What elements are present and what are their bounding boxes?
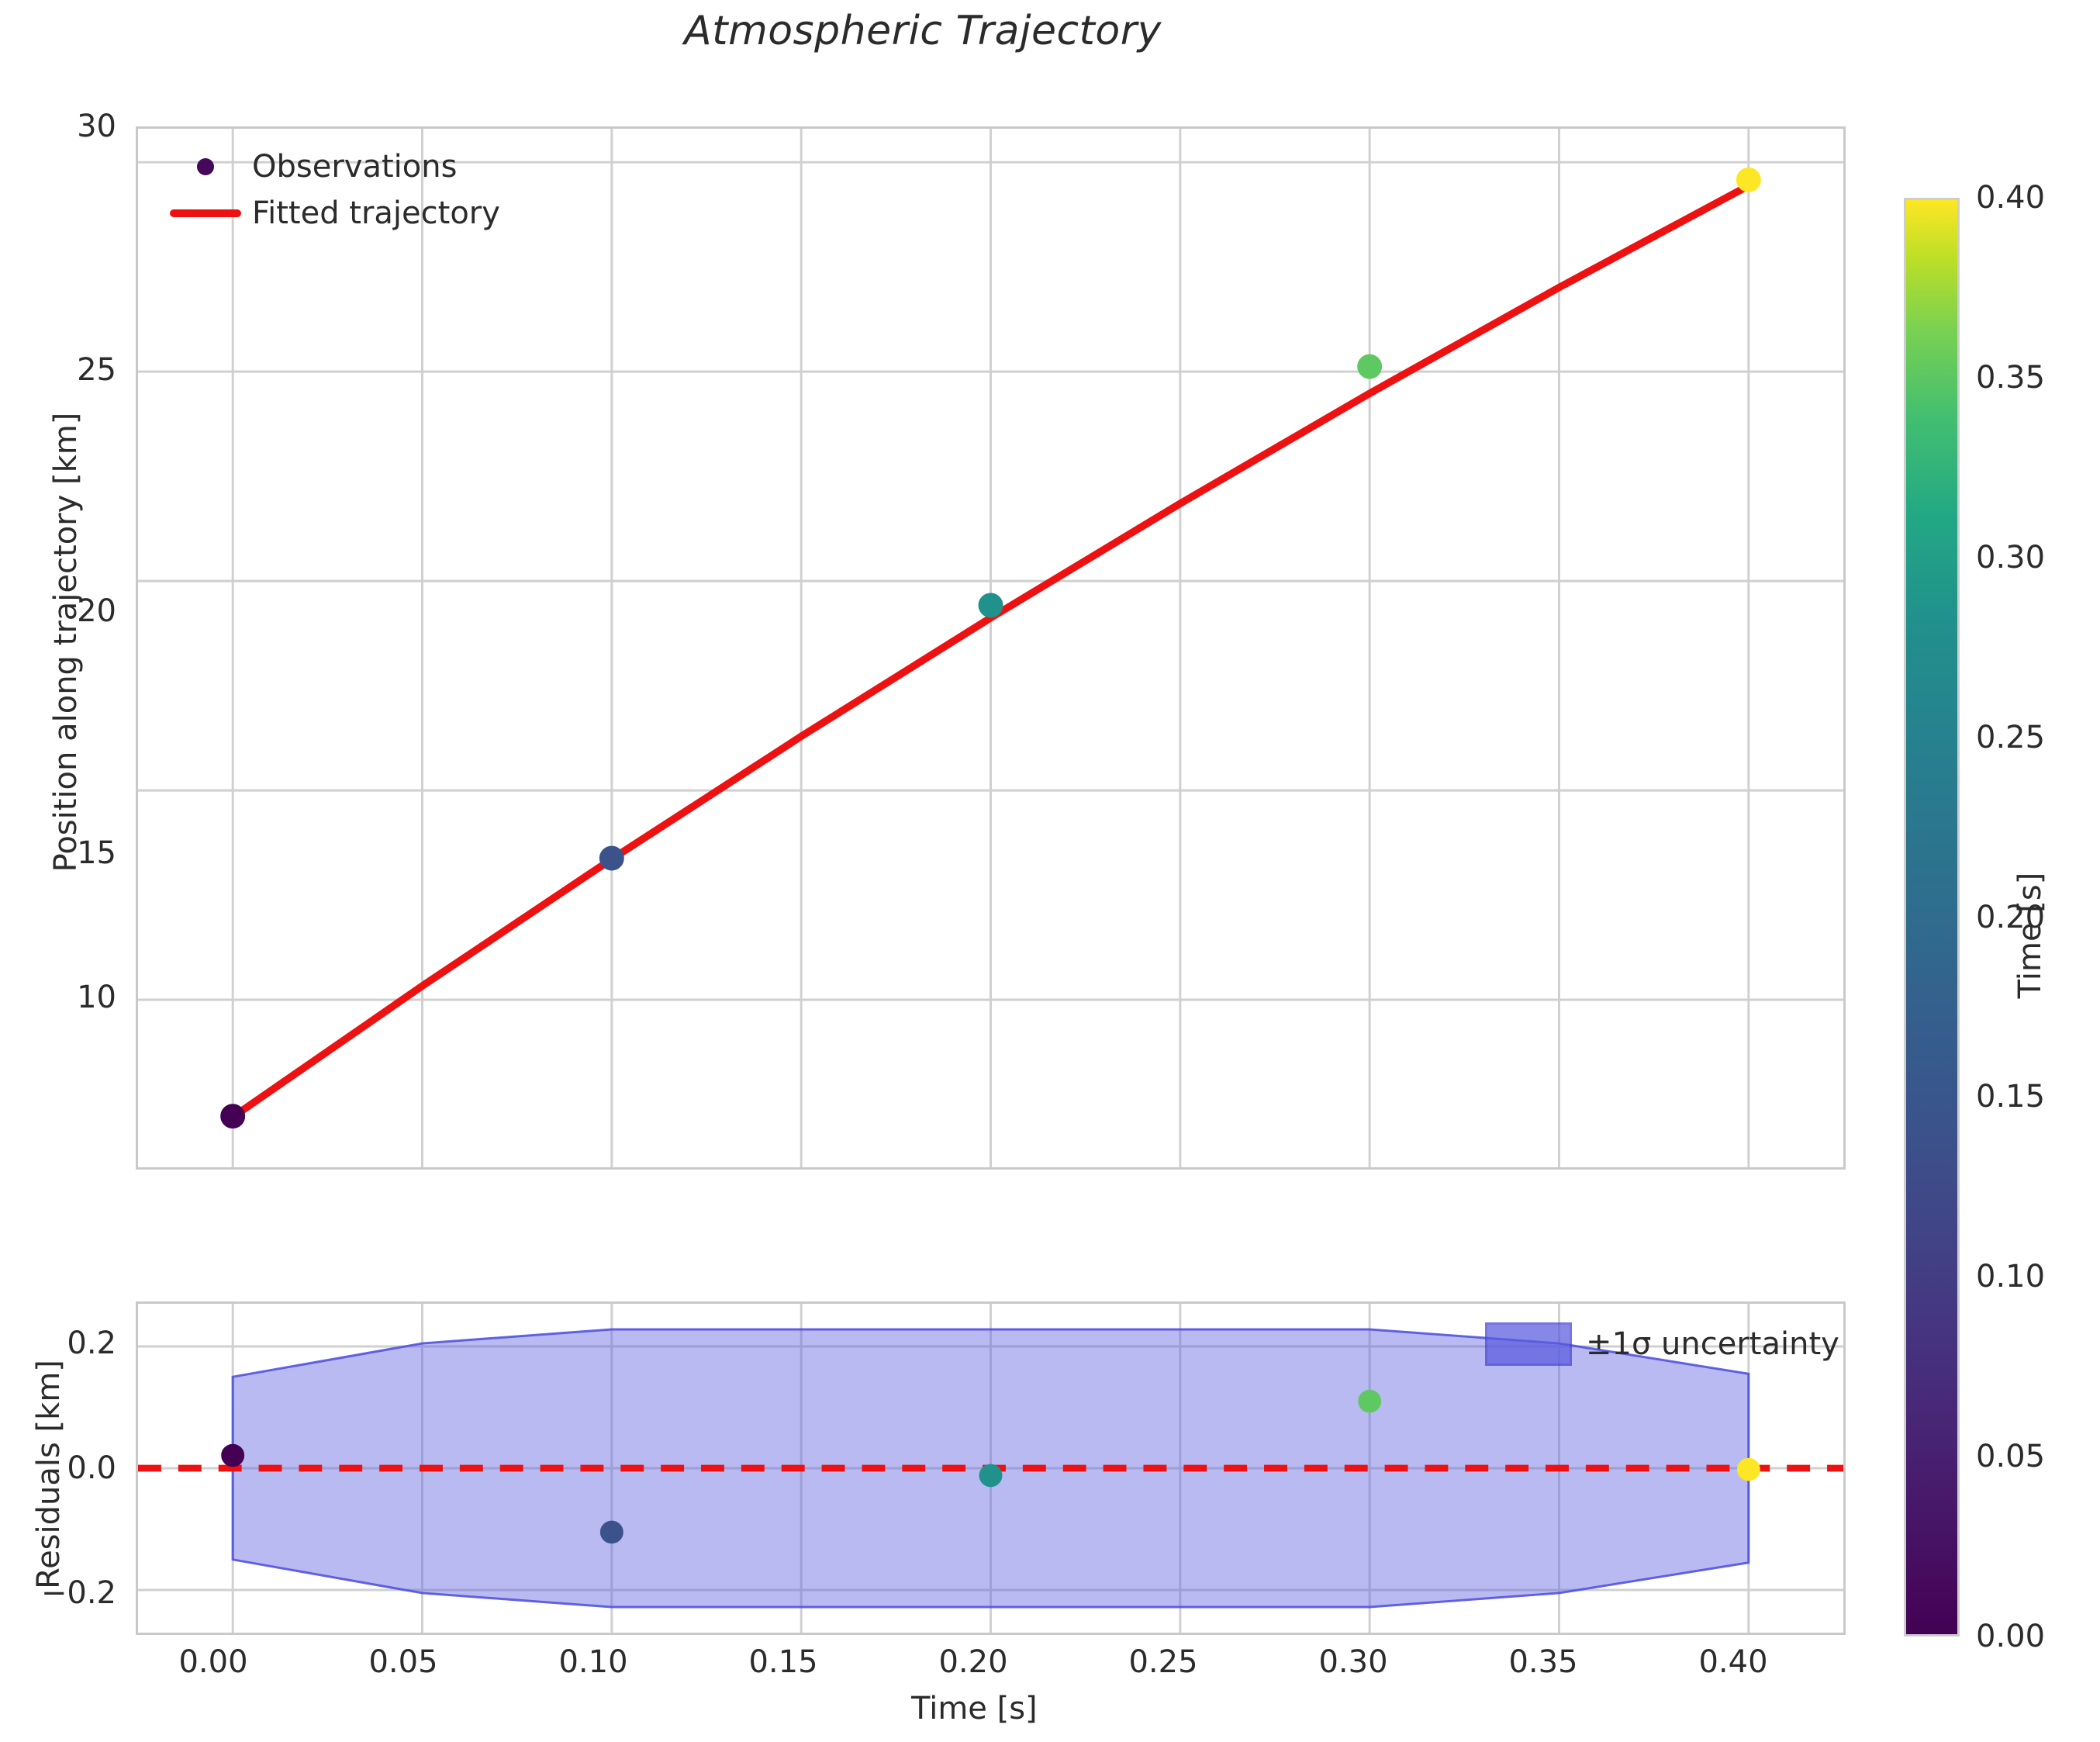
- main-ytick-10: 10: [77, 980, 116, 1015]
- colorbar-tick-0p20: 0.20: [1976, 900, 2046, 935]
- main-ylabel: Position along trajectory [km]: [48, 412, 84, 873]
- legend-entry-fitted-trajectory: Fitted trajectory: [159, 190, 562, 237]
- residual-ytick-0p2: 0.2: [67, 1326, 116, 1361]
- xtick-0p35: 0.35: [1508, 1644, 1578, 1680]
- residual-legend: ±1σ uncertainty: [1485, 1322, 1839, 1366]
- residual-ytick-0p0: 0.0: [67, 1450, 116, 1486]
- main-ytick-30: 30: [77, 109, 116, 144]
- xtick-0p05: 0.05: [368, 1644, 438, 1680]
- colorbar-tick-0p40: 0.40: [1976, 180, 2046, 216]
- colorbar-tick-0p10: 0.10: [1976, 1259, 2046, 1294]
- colorbar-tick-0p30: 0.30: [1976, 540, 2046, 575]
- residual-ylabel: Residuals [km]: [31, 1360, 67, 1589]
- main-ytick-20: 20: [77, 593, 116, 629]
- legend-label-fitted-trajectory: Fitted trajectory: [252, 195, 500, 231]
- main-ytick-25: 25: [77, 352, 116, 388]
- colorbar-tick-0p00: 0.00: [1976, 1619, 2046, 1654]
- xlabel: Time [s]: [911, 1691, 1038, 1726]
- xtick-0p00: 0.00: [178, 1644, 248, 1680]
- legend-label-observations: Observations: [252, 149, 458, 185]
- colorbar-tick-0p25: 0.25: [1976, 720, 2046, 755]
- xtick-0p25: 0.25: [1128, 1644, 1198, 1680]
- legend-label-uncertainty: ±1σ uncertainty: [1586, 1326, 1839, 1362]
- main-legend: Observations Fitted trajectory: [159, 143, 562, 237]
- legend-entry-observations: Observations: [159, 143, 562, 190]
- residuals-plot-canvas: [138, 1304, 1843, 1633]
- residual-ytick-neg0p2: −0.2: [40, 1575, 116, 1611]
- xtick-0p20: 0.20: [938, 1644, 1008, 1680]
- main-ytick-15: 15: [77, 835, 116, 871]
- colorbar-gradient: [1904, 198, 1960, 1637]
- colorbar[interactable]: [1904, 198, 1960, 1637]
- xtick-0p30: 0.30: [1318, 1644, 1388, 1680]
- xtick-0p40: 0.40: [1698, 1644, 1768, 1680]
- main-plot-axes: [136, 126, 1846, 1170]
- observations-marker-icon: [159, 158, 252, 175]
- colorbar-title: Time [s]: [2012, 872, 2048, 999]
- fitted-line-icon: [159, 209, 252, 217]
- xtick-0p15: 0.15: [748, 1644, 818, 1680]
- xtick-0p10: 0.10: [558, 1644, 628, 1680]
- figure-title: Atmospheric Trajectory: [684, 8, 1162, 54]
- residuals-plot-axes: [136, 1301, 1846, 1635]
- main-plot-canvas: [138, 129, 1843, 1167]
- colorbar-tick-0p35: 0.35: [1976, 360, 2046, 396]
- uncertainty-band-swatch-icon: [1485, 1322, 1572, 1366]
- colorbar-tick-0p15: 0.15: [1976, 1079, 2046, 1115]
- colorbar-tick-0p05: 0.05: [1976, 1439, 2046, 1474]
